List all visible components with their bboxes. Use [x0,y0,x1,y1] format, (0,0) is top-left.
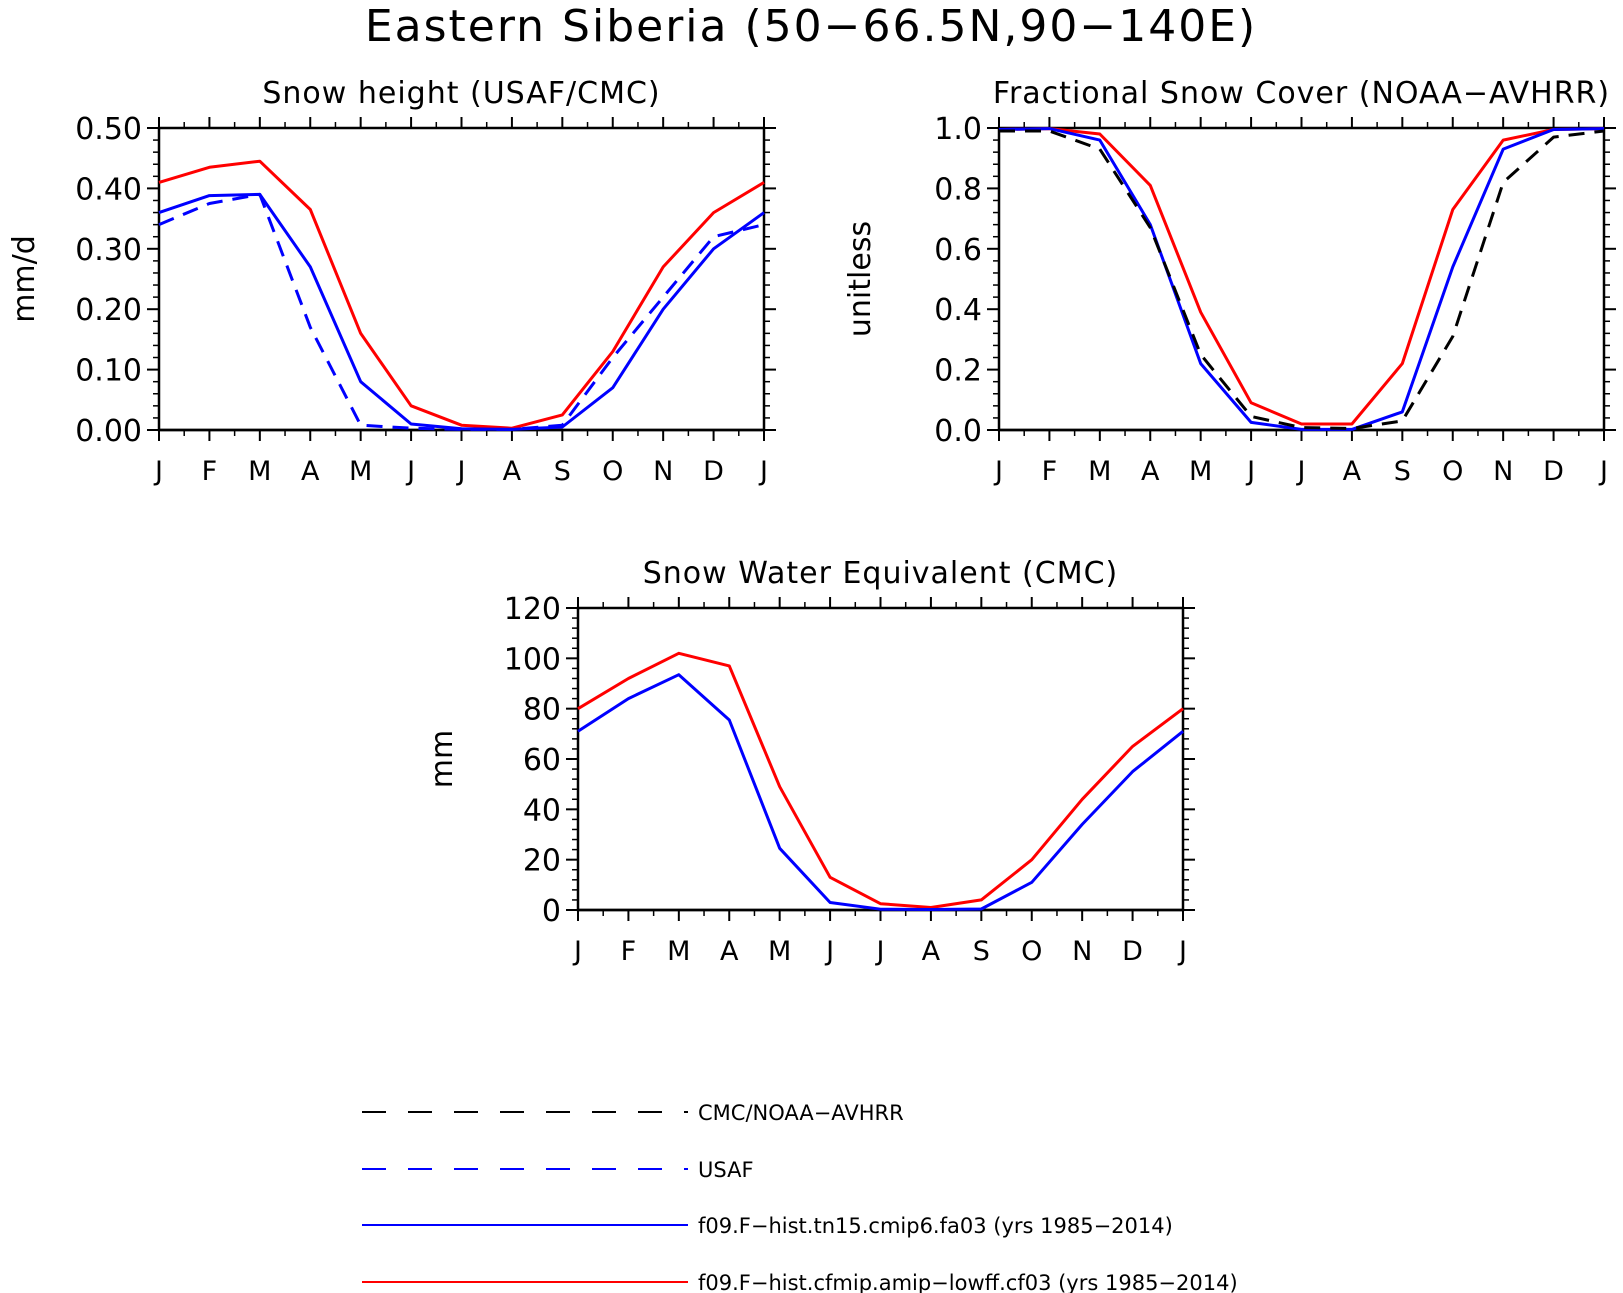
x-tick-label: F [202,456,218,487]
series-line-usaf [158,192,765,431]
x-tick-label: A [922,936,941,967]
y-tick-label: 0.10 [75,354,142,389]
x-tick-label: J [875,936,885,967]
legend-label: f09.F−hist.tn15.cmip6.fa03 (yrs 1985−201… [698,1214,1173,1238]
legend-item-obs: CMC/NOAA−AVHRR [362,1101,904,1125]
x-tick-label: M [1189,456,1212,487]
x-tick-label: M [349,456,372,487]
x-tick-label: J [1296,456,1306,487]
chart-panel-1: J F M A M J J A S O N D J0.000.100.200.300.400.50Sno… [7,76,776,487]
x-tick-label: S [554,456,571,487]
panel-title: Snow height (USAF/CMC) [262,76,660,111]
chart-panel-2: J F M A M J J A S O N D J0.00.20.40.60.81.0Fractiona… [843,76,1616,487]
plot-frame [576,606,1185,912]
x-tick-label: N [1072,936,1092,967]
x-tick-label: F [1042,456,1058,487]
y-tick-label: 100 [504,642,561,677]
legend-label: f09.F−hist.cfmip.amip−lowff.cf03 (yrs 19… [698,1271,1238,1293]
y-tick-label: 60 [523,743,561,778]
x-tick-label: J [758,456,768,487]
series-line-model_a [577,673,1184,911]
y-tick-label: 0.2 [934,354,982,389]
x-tick-label: M [1088,456,1111,487]
x-tick-label: D [1122,936,1143,967]
y-tick-label: 40 [523,793,561,828]
panel-title: Fractional Snow Cover (NOAA−AVHRR) [993,76,1610,111]
y-tick-label: 1.0 [934,112,982,147]
y-tick-label: 20 [523,844,561,879]
y-tick-label: 0.00 [75,414,142,449]
y-axis-label: mm/d [7,235,42,323]
y-axis-label: mm [425,730,460,788]
y-tick-label: 0.8 [934,172,982,207]
legend: CMC/NOAA−AVHRR USAF f09.F−hist.tn15.cmip6.… [362,1101,1238,1293]
x-tick-label: A [1343,456,1362,487]
legend-item-model_b: f09.F−hist.cfmip.amip−lowff.cf03 (yrs 19… [362,1271,1238,1293]
x-tick-label: N [653,456,673,487]
y-axis-label: unitless [843,221,878,337]
x-tick-label: O [1442,456,1463,487]
x-tick-label: J [405,456,415,487]
figure-title: Eastern Siberia (50−66.5N,90−140E) [365,1,1257,52]
legend-item-model_a: f09.F−hist.tn15.cmip6.fa03 (yrs 1985−201… [362,1214,1173,1238]
x-tick-label: J [993,456,1003,487]
series-line-model_b [158,159,765,430]
y-tick-label: 0 [542,894,561,929]
y-tick-label: 0.30 [75,233,142,268]
x-tick-label: M [768,936,791,967]
x-tick-label: O [1021,936,1042,967]
legend-label: USAF [698,1158,754,1182]
x-tick-label: A [1141,456,1160,487]
series-line-model_a [998,127,1605,431]
y-tick-label: 80 [523,693,561,728]
x-tick-label: J [153,456,163,487]
x-tick-label: O [602,456,623,487]
panels: J F M A M J J A S O N D J0.000.100.200.300.400.50Sno… [7,76,1616,967]
panel-title: Snow Water Equivalent (CMC) [643,556,1118,591]
x-tick-label: J [1598,456,1608,487]
x-tick-label: J [1177,936,1187,967]
x-tick-label: J [824,936,834,967]
series-line-obs [999,129,1605,430]
x-tick-label: J [572,936,582,967]
y-tick-label: 0.50 [75,112,142,147]
y-tick-label: 0.40 [75,172,142,207]
x-tick-label: J [1245,456,1255,487]
y-tick-label: 0.20 [75,293,142,328]
y-tick-label: 0.0 [934,414,982,449]
x-tick-label: N [1493,456,1513,487]
legend-item-usaf: USAF [362,1158,754,1182]
series-line-model_a [158,192,765,431]
legend-label: CMC/NOAA−AVHRR [698,1101,904,1125]
x-tick-label: A [301,456,320,487]
x-tick-label: M [667,936,690,967]
x-tick-label: S [1394,456,1411,487]
y-tick-label: 120 [504,592,561,627]
x-tick-label: A [720,936,739,967]
plot-frame [157,126,766,432]
y-tick-label: 0.4 [934,293,982,328]
x-tick-label: F [621,936,637,967]
series-line-model_b [577,651,1184,909]
x-tick-label: J [456,456,466,487]
x-tick-label: S [973,936,990,967]
x-tick-label: D [703,456,724,487]
series-line-model_b [998,127,1605,426]
y-tick-label: 0.6 [934,233,982,268]
x-tick-label: D [1543,456,1564,487]
x-tick-label: M [248,456,271,487]
x-tick-label: A [503,456,522,487]
